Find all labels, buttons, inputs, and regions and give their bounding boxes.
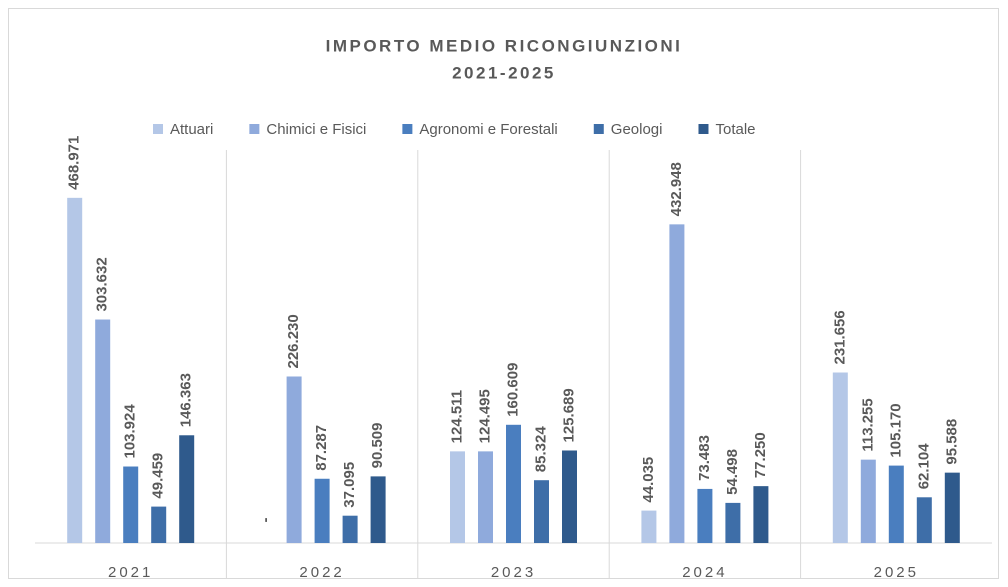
- bar: [123, 466, 139, 543]
- bar: [370, 476, 386, 543]
- bar: [697, 488, 713, 543]
- legend-swatch: [249, 124, 260, 134]
- value-label: 432.948: [668, 162, 685, 216]
- bar: [95, 319, 111, 543]
- bar: [753, 486, 769, 543]
- value-label: 85.324: [532, 426, 549, 473]
- value-label: 77.250: [752, 432, 769, 478]
- value-label: 125.689: [560, 388, 577, 442]
- value-label: 160.609: [504, 363, 521, 417]
- bar: [832, 372, 848, 543]
- x-tick-label: 2025: [874, 564, 919, 581]
- value-label: 226.230: [285, 314, 302, 368]
- value-label: 62.104: [915, 443, 932, 490]
- bar: [450, 451, 465, 543]
- bar: [944, 472, 960, 543]
- bar: [286, 376, 302, 543]
- value-label: 303.632: [94, 257, 111, 311]
- bar: [916, 497, 932, 543]
- x-tick-label: 2022: [299, 564, 344, 581]
- value-label: 146.363: [178, 373, 195, 427]
- bar: [151, 506, 167, 543]
- legend-label: Chimici e Fisici: [266, 121, 366, 138]
- value-label: 54.498: [724, 449, 741, 495]
- bar: [534, 480, 549, 543]
- value-label: 124.511: [448, 390, 465, 443]
- value-label: 95.588: [943, 419, 960, 465]
- legend-swatch: [593, 124, 604, 134]
- bar: [67, 197, 83, 543]
- x-tick-label: 2021: [108, 564, 153, 581]
- bar: [478, 451, 493, 543]
- value-label: 105.170: [887, 403, 904, 457]
- legend-swatch: [402, 124, 413, 134]
- value-label: 37.095: [341, 462, 358, 508]
- value-label: 73.483: [696, 435, 713, 481]
- bar: [669, 224, 685, 543]
- value-label: 44.035: [640, 457, 657, 503]
- bar: [725, 502, 741, 543]
- value-label: 124.495: [476, 389, 493, 443]
- legend-swatch: [698, 124, 709, 134]
- value-label: 468.971: [66, 136, 83, 190]
- value-label: 49.459: [150, 453, 167, 499]
- bar: [342, 515, 358, 543]
- value-label: 103.924: [122, 404, 139, 459]
- value-label: 90.509: [369, 422, 386, 468]
- chart-subtitle: 2021-2025: [452, 63, 556, 82]
- value-label: 113.255: [859, 398, 876, 451]
- bar: [562, 450, 577, 543]
- bar: [888, 465, 904, 543]
- value-label: 87.287: [313, 425, 330, 471]
- legend-label: Agronomi e Forestali: [419, 121, 557, 138]
- bar: [641, 510, 657, 543]
- chart-title: IMPORTO MEDIO RICONGIUNZIONI: [326, 36, 683, 55]
- x-tick-label: 2023: [491, 564, 536, 581]
- bar: [506, 424, 521, 543]
- value-label: 231.656: [831, 310, 848, 364]
- value-label: -: [257, 518, 274, 523]
- legend-label: Geologi: [611, 121, 663, 138]
- legend-swatch: [153, 124, 163, 134]
- bar: [860, 459, 876, 543]
- x-tick-label: 2024: [682, 564, 727, 581]
- bar: [179, 435, 195, 543]
- bar: [314, 478, 330, 543]
- legend-label: Attuari: [170, 121, 213, 138]
- legend-label: Totale: [715, 121, 755, 138]
